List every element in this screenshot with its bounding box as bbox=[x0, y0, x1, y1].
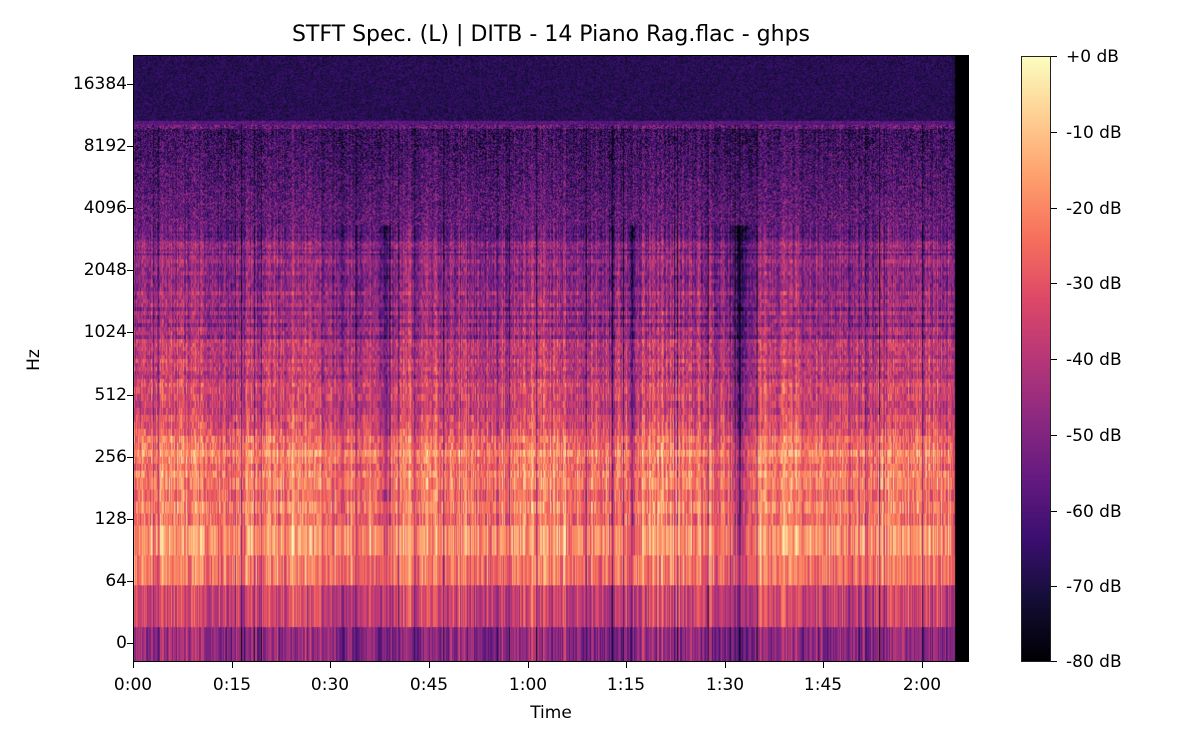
y-tick-label: 0 bbox=[116, 633, 127, 653]
colorbar-tick-mark bbox=[1051, 435, 1057, 437]
y-tick-label: 256 bbox=[94, 447, 127, 467]
y-tick-label: 1024 bbox=[83, 322, 127, 342]
x-tick-mark bbox=[626, 662, 628, 668]
x-tick-label: 1:30 bbox=[705, 675, 745, 695]
colorbar-gradient bbox=[1022, 57, 1050, 661]
colorbar-tick-mark bbox=[1051, 586, 1057, 588]
y-axis-label: Hz bbox=[24, 349, 44, 371]
x-tick-mark bbox=[330, 662, 332, 668]
y-tick-mark bbox=[127, 581, 133, 583]
x-tick-mark bbox=[133, 662, 135, 668]
y-tick-label: 16384 bbox=[72, 74, 127, 94]
x-tick-label: 1:15 bbox=[606, 675, 646, 695]
x-tick-mark bbox=[429, 662, 431, 668]
x-tick-mark bbox=[725, 662, 727, 668]
y-tick-mark bbox=[127, 519, 133, 521]
x-tick-mark bbox=[232, 662, 234, 668]
x-tick-label: 0:00 bbox=[113, 675, 153, 695]
colorbar-tick-mark bbox=[1051, 511, 1057, 513]
colorbar-tick-mark bbox=[1051, 132, 1057, 134]
x-tick-mark bbox=[528, 662, 530, 668]
x-tick-label: 2:00 bbox=[902, 675, 942, 695]
y-tick-label: 64 bbox=[105, 571, 127, 591]
y-tick-mark bbox=[127, 643, 133, 645]
y-tick-label: 4096 bbox=[83, 198, 127, 218]
colorbar bbox=[1021, 56, 1051, 662]
chart-title: STFT Spec. (L) | DITB - 14 Piano Rag.fla… bbox=[291, 22, 811, 47]
x-tick-label: 1:00 bbox=[508, 675, 548, 695]
colorbar-tick-mark bbox=[1051, 283, 1057, 285]
y-tick-mark bbox=[127, 332, 133, 334]
y-tick-mark bbox=[127, 395, 133, 397]
colorbar-label: -10 dB bbox=[1066, 123, 1122, 143]
spectrogram-plot-area bbox=[133, 55, 969, 662]
x-tick-label: 1:45 bbox=[803, 675, 843, 695]
x-tick-label: 0:30 bbox=[310, 675, 350, 695]
x-tick-mark bbox=[922, 662, 924, 668]
x-tick-label: 0:45 bbox=[409, 675, 449, 695]
colorbar-label: -40 dB bbox=[1066, 350, 1122, 370]
y-tick-label: 8192 bbox=[83, 136, 127, 156]
colorbar-tick-mark bbox=[1051, 359, 1057, 361]
y-tick-label: 512 bbox=[94, 385, 127, 405]
y-tick-label: 128 bbox=[94, 509, 127, 529]
colorbar-label: -80 dB bbox=[1066, 652, 1122, 672]
y-tick-mark bbox=[127, 457, 133, 459]
colorbar-label: -70 dB bbox=[1066, 577, 1122, 597]
colorbar-label: -20 dB bbox=[1066, 199, 1122, 219]
x-tick-label: 0:15 bbox=[212, 675, 252, 695]
colorbar-label: -60 dB bbox=[1066, 502, 1122, 522]
colorbar-tick-mark bbox=[1051, 56, 1057, 58]
colorbar-tick-mark bbox=[1051, 208, 1057, 210]
y-tick-label: 2048 bbox=[83, 260, 127, 280]
colorbar-label: -30 dB bbox=[1066, 274, 1122, 294]
y-tick-mark bbox=[127, 208, 133, 210]
y-tick-mark bbox=[127, 146, 133, 148]
x-axis-label: Time bbox=[530, 703, 572, 723]
spectrogram-image bbox=[134, 56, 968, 661]
y-tick-mark bbox=[127, 84, 133, 86]
colorbar-tick-mark bbox=[1051, 661, 1057, 663]
colorbar-label: -50 dB bbox=[1066, 426, 1122, 446]
x-tick-mark bbox=[823, 662, 825, 668]
colorbar-label: +0 dB bbox=[1066, 47, 1119, 67]
y-tick-mark bbox=[127, 270, 133, 272]
